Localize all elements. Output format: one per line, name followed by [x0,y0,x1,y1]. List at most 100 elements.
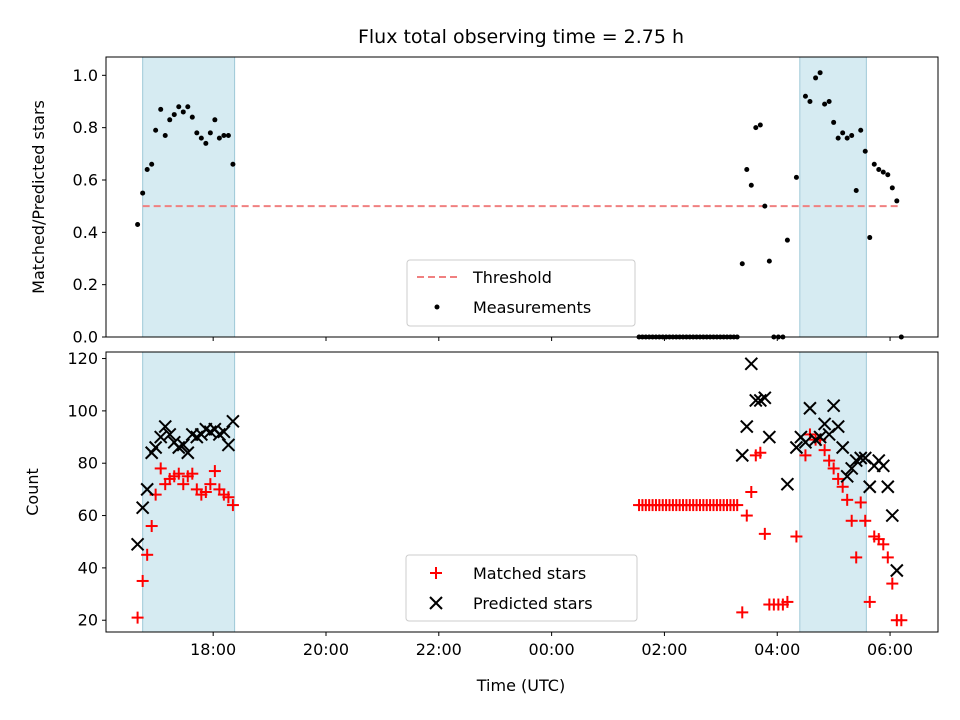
matched-stars-point [863,595,876,608]
measurements-point [784,237,790,243]
predicted-stars-point [163,427,177,442]
count-y-axis-label: Count [23,468,42,516]
measurements-point [207,130,213,136]
shaded-interval-2 [799,352,867,632]
matched-stars-point [827,462,840,475]
predicted-stars-point [181,446,195,460]
count-legend: Matched stars Predicted stars [405,554,638,622]
predicted-stars-point [890,563,904,578]
predicted-stars-point [789,440,804,455]
predicted-stars-point [813,430,827,444]
predicted-stars-point [863,480,877,494]
y-tick-label: 60 [78,506,98,525]
matched-stars-point [177,478,190,491]
legend-measurements-label: Measurements [473,298,591,317]
matched-stars-point [754,446,767,459]
ratio-axes-frame [105,56,939,338]
matched-stars-point [731,499,744,512]
y-tick-label: 80 [78,454,98,473]
matched-stars-point [781,595,794,608]
measurements-point [807,98,813,104]
predicted-stars-point [798,435,813,449]
matched-stars-point [141,548,154,561]
predicted-stars-point [735,448,749,463]
chart-title: Flux total observing time = 2.75 h [358,26,684,48]
matched-stars-point [145,520,158,533]
x-tick-label: 22:00 [416,640,462,659]
predicted-stars-point [176,438,190,452]
matched-stars-point [895,614,908,627]
matched-stars-point [881,551,894,564]
y-tick-label: 1.0 [73,66,98,85]
measurements-point [176,104,182,110]
count-panel: 20 40 60 80 100 120 18:00 20:00 22:00 00:00 02:00… [23,349,939,695]
ratio-panel: 0.0 0.2 0.4 0.6 0.8 1.0 Matched/Predicted sta… [29,56,939,347]
predicted-stars-point [780,477,795,491]
matched-stars-point [226,499,239,512]
predicted-stars-point [826,398,841,413]
predicted-stars-point [835,440,850,455]
predicted-stars-point [831,419,845,434]
matched-stars-point [841,493,854,506]
measurements-point [871,161,877,167]
ratio-legend-box [406,259,636,327]
y-tick-label: 0.2 [73,275,98,294]
x-tick-label: 00:00 [529,640,575,659]
predicted-stars-point [844,461,859,476]
matched-stars-point [758,527,771,540]
measurements-point [826,98,832,104]
measurements-point [862,148,868,154]
matched-stars-point [199,486,212,498]
x-tick-label: 02:00 [641,640,687,659]
predicted-stars-point [744,357,759,371]
x-tick-label: 18:00 [190,640,236,659]
measurements-point [149,161,155,167]
measurements-point [158,106,164,112]
measurements-point [766,258,772,264]
predicted-stars-point [148,440,163,455]
predicted-stars-point [854,451,868,465]
measurements-point [203,140,209,146]
y-tick-label: 0.0 [73,328,98,347]
legend-measurements-swatch [434,304,440,310]
ratio-legend: Threshold Measurements [406,259,636,327]
measurements-point [802,93,808,99]
y-tick-label: 120 [67,349,98,368]
matched-stars-point [845,514,858,527]
measurements-point [744,167,750,173]
y-tick-label: 20 [78,611,98,630]
measurements-point [167,117,173,123]
measurements-point [180,109,186,115]
measurements-point [753,125,759,131]
measurements-point [185,104,191,110]
measurements-point [221,133,227,139]
measurements-point [885,172,891,178]
matched-stars-point [131,611,144,624]
measurements-point [813,75,819,81]
measurements-point [876,167,882,173]
matched-stars-point [886,577,899,590]
measurements-point [817,70,823,76]
legend-matched-label: Matched stars [473,564,586,583]
predicted-stars-point [130,537,145,552]
predicted-stars-point [803,401,817,415]
predicted-stars-point [876,459,890,473]
measurements-point [880,169,886,175]
predicted-stars-point [840,469,854,484]
measurements-point [757,122,763,128]
predicted-stars-point [762,430,777,444]
measurements-point [739,261,745,267]
measurements-point [844,135,850,141]
predicted-stars-point [158,419,172,434]
matched-stars-point [836,480,849,493]
predicted-stars-point [740,419,754,434]
y-tick-label: 100 [67,401,98,420]
matched-stars-point [877,538,890,551]
measurements-point [762,203,768,209]
measurements-point [144,167,150,173]
matched-stars-point [208,465,221,478]
measurements-point [153,127,159,133]
predicted-stars-point [140,482,154,497]
matched-stars-point [854,496,867,509]
predicted-stars-point [749,393,763,408]
